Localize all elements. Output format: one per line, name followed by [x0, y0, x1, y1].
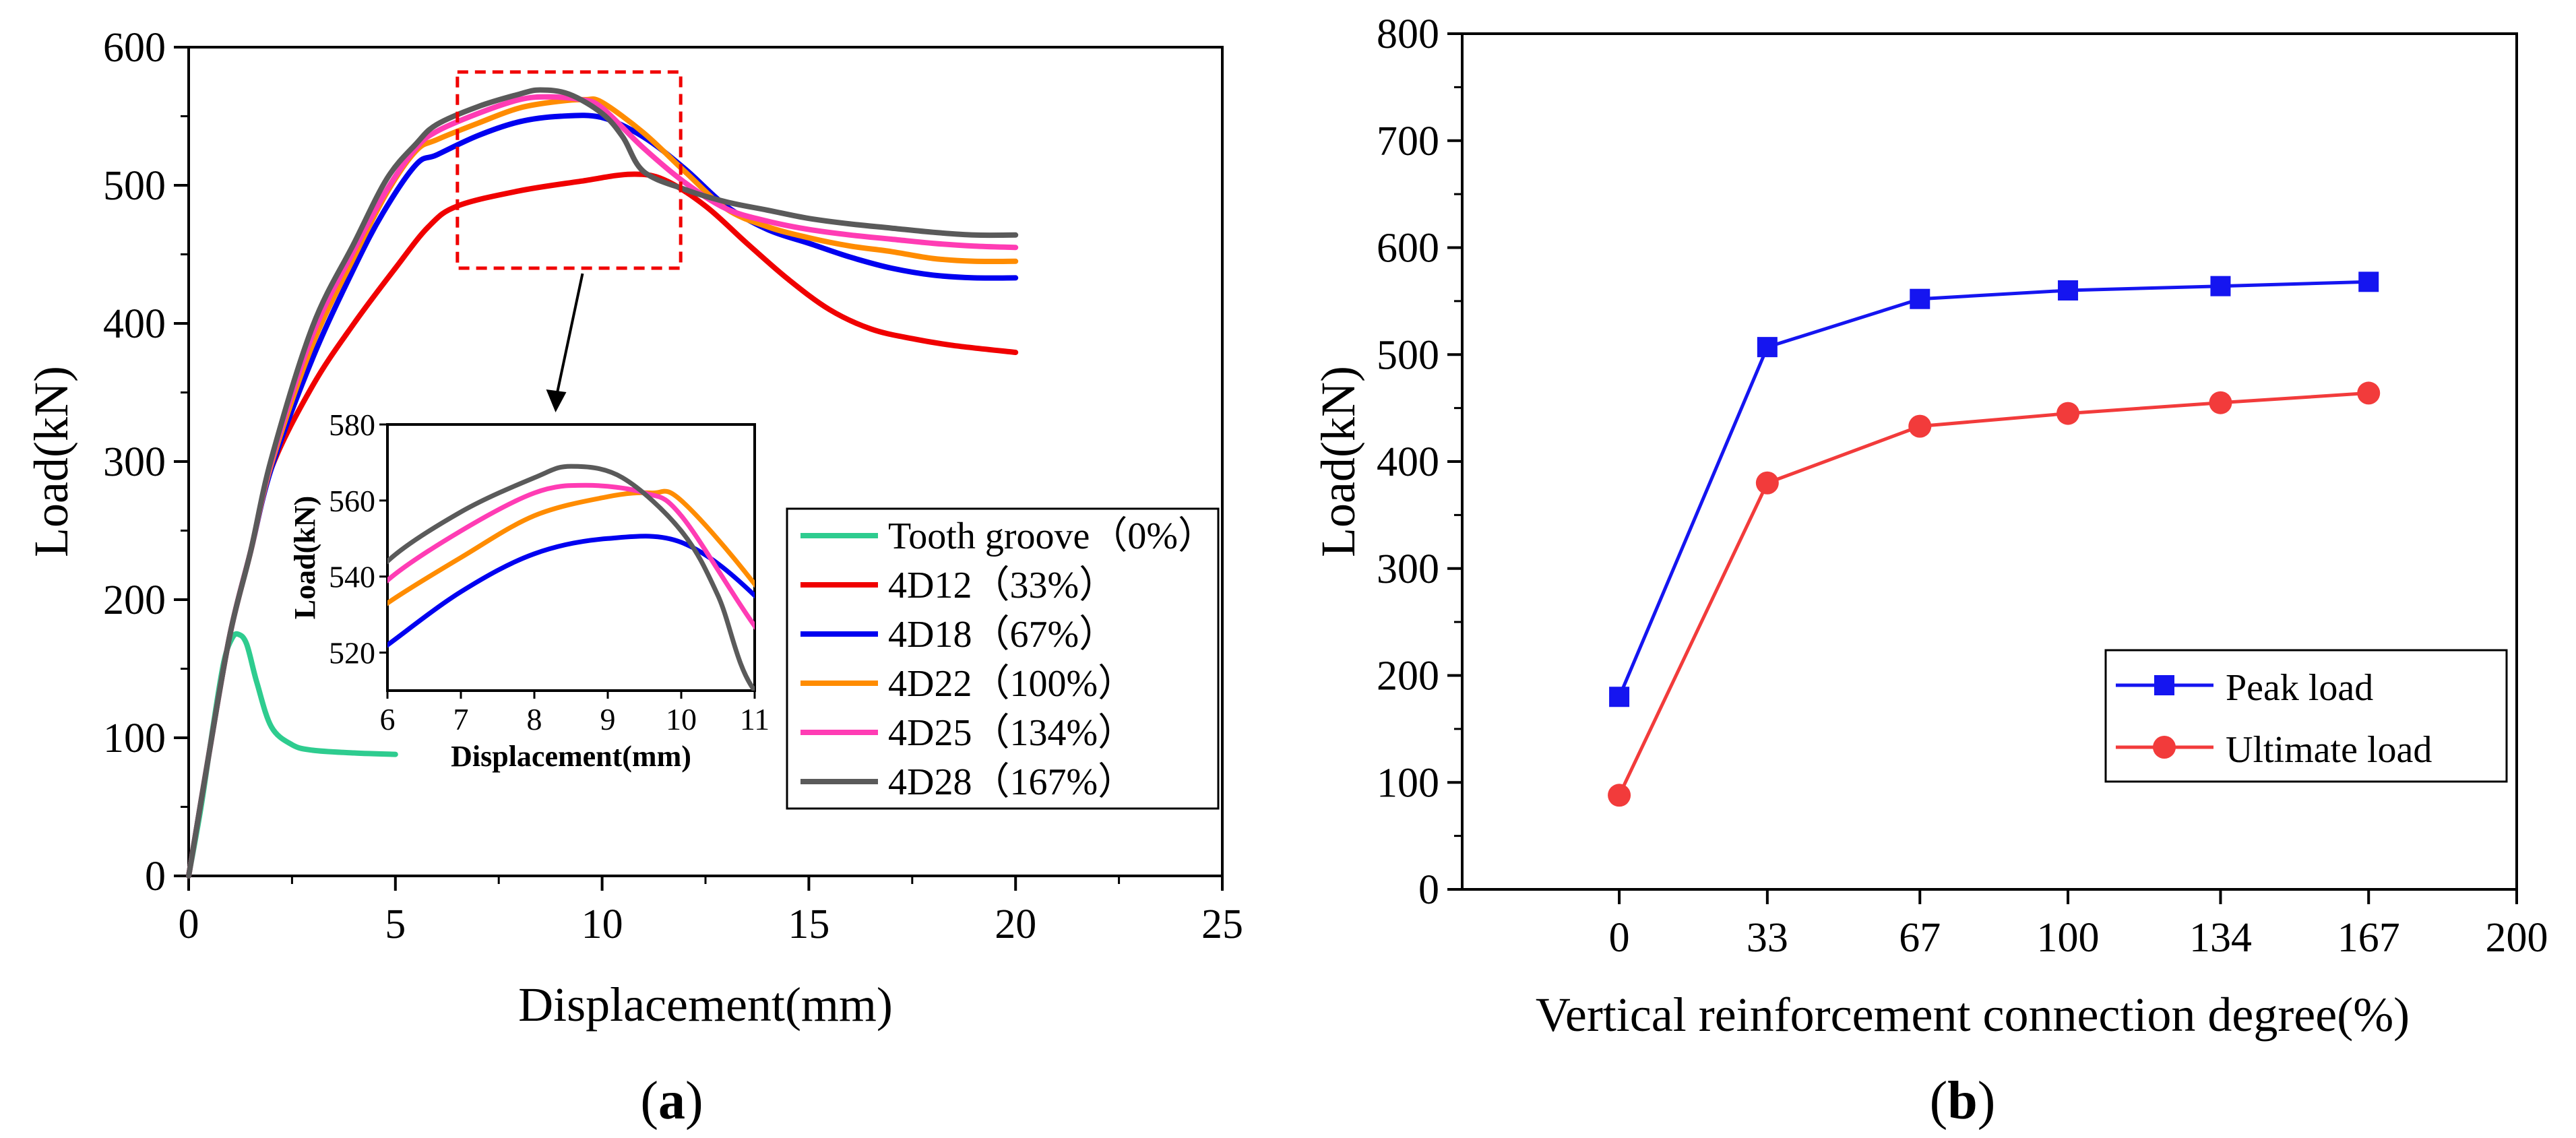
- inset-y-tick-label: 560: [329, 484, 375, 518]
- x-axis-title-a: Displacement(mm): [518, 978, 893, 1032]
- inset-frame: [386, 423, 756, 692]
- x-tick-label-b: 167: [2337, 915, 2400, 961]
- inset-series-line-3: [387, 488, 755, 606]
- x-tick-label-b: 0: [1609, 915, 1630, 961]
- peak-load-marker: [1609, 687, 1630, 707]
- legend-box-b: [2104, 649, 2508, 783]
- panel-label-b-close: ): [1978, 1071, 1996, 1131]
- ultimate-load-marker: [2056, 402, 2080, 425]
- chart-b: 0 33 67 100 134 167 200 0 100 200 300 400 500 600 700 8…: [1311, 11, 2548, 1131]
- ultimate-load-marker: [1908, 414, 1932, 438]
- inset-series-line-4: [387, 482, 755, 631]
- y-tick-label-b: 600: [1377, 226, 1439, 272]
- x-axis-title-b: Vertical reinforcement connection degree…: [1536, 988, 2410, 1042]
- peak-load-marker: [2058, 280, 2079, 301]
- inset-x-tick-label: 8: [527, 702, 542, 736]
- panel-label-a: (a): [640, 1071, 703, 1131]
- ultimate-load-marker: [1755, 471, 1779, 495]
- inset-x-tick-label: 7: [453, 702, 469, 736]
- inset-series-line-2: [387, 534, 755, 648]
- y-tick-label-b: 200: [1377, 654, 1439, 699]
- legend-label-a-5: 4D28（167%）: [888, 761, 1135, 803]
- y-tick-label-b: 500: [1377, 332, 1439, 378]
- inset-plot-area: [387, 464, 755, 691]
- panel-label-b-open: (: [1930, 1071, 1948, 1131]
- panel-label-b-letter: b: [1947, 1071, 1978, 1131]
- legend-label-a-2: 4D18（67%）: [888, 614, 1117, 656]
- inset-y-tick-label: 520: [329, 636, 375, 670]
- panel-label-a-letter: a: [658, 1071, 685, 1131]
- legend-box-a: [786, 507, 1220, 810]
- zoom-box-a: [455, 70, 683, 270]
- y-tick-label-a: 500: [103, 163, 166, 209]
- inset-y-tick-label: 580: [329, 408, 375, 442]
- peak-load-marker: [2358, 272, 2379, 292]
- y-tick-label-b: 0: [1418, 867, 1439, 913]
- panel-label-a-open: (: [640, 1071, 658, 1131]
- ultimate-load-marker: [1608, 784, 1631, 807]
- y-tick-label-a: 200: [103, 577, 166, 623]
- y-axis-title-a: Load(kN): [24, 366, 78, 557]
- x-tick-label-b: 200: [2486, 915, 2548, 961]
- x-tick-label-a: 5: [385, 902, 406, 947]
- y-tick-label-b: 800: [1377, 11, 1439, 57]
- x-tick-label-a: 20: [995, 902, 1036, 947]
- panel-label-b: (b): [1930, 1071, 1996, 1131]
- x-tick-label-a: 0: [179, 902, 199, 947]
- y-tick-label-a: 100: [103, 716, 166, 761]
- y-tick-label-a: 300: [103, 439, 166, 485]
- legend-label-a-0: Tooth groove（0%）: [888, 515, 1216, 557]
- panel-label-a-close: ): [685, 1071, 703, 1131]
- x-tick-label-b: 67: [1899, 915, 1941, 961]
- y-tick-label-b: 100: [1377, 760, 1439, 806]
- inset-series-line-5: [387, 464, 755, 691]
- inset-x-tick-label: 6: [380, 702, 396, 736]
- peak-load-marker: [2210, 276, 2231, 296]
- inset-y-tick-label: 540: [329, 560, 375, 594]
- inset-x-axis-title: Displacement(mm): [451, 740, 691, 773]
- y-tick-label-a: 600: [103, 25, 166, 71]
- series-line-b-1: [1617, 391, 2369, 796]
- inset-x-tick-label: 9: [600, 702, 616, 736]
- ultimate-load-marker: [2357, 381, 2381, 405]
- inset-x-tick-label: 10: [666, 702, 697, 736]
- x-tick-label-a: 25: [1201, 902, 1243, 947]
- y-tick-label-b: 400: [1377, 439, 1439, 485]
- series-line-a-5: [186, 87, 1019, 879]
- inset-x-tick-label: 11: [740, 702, 769, 736]
- y-axis-title-b: Load(kN): [1311, 366, 1365, 557]
- x-tick-label-b: 33: [1747, 915, 1788, 961]
- inset-y-axis-title: Load(kN): [288, 496, 321, 619]
- chart-a: 0 5 10 15 20 25 0 100 200 300 400 500 600 Displacemen…: [24, 25, 1243, 1131]
- legend-marker-b-1: [2153, 736, 2176, 759]
- y-tick-label-a: 400: [103, 301, 166, 347]
- peak-load-marker: [1910, 288, 1930, 309]
- zoom-arrow-shaft: [555, 273, 584, 395]
- y-tick-label-b: 700: [1377, 119, 1439, 164]
- legend-label-a-3: 4D22（100%）: [888, 663, 1135, 705]
- x-tick-label-a: 15: [788, 902, 829, 947]
- legend-label-b-0: Peak load: [2226, 667, 2373, 709]
- legend-label-a-4: 4D25（134%）: [888, 712, 1135, 754]
- legend-label-b-1: Ultimate load: [2226, 729, 2432, 771]
- series-line-b-0: [1617, 280, 2369, 698]
- x-tick-label-b: 100: [2037, 915, 2100, 961]
- y-tick-label-b: 300: [1377, 546, 1439, 592]
- x-tick-label-a: 10: [582, 902, 623, 947]
- ultimate-load-marker: [2209, 391, 2232, 414]
- legend-label-a-1: 4D12（33%）: [888, 565, 1117, 606]
- legend-marker-b-0: [2154, 675, 2174, 695]
- x-tick-label-b: 134: [2189, 915, 2252, 961]
- peak-load-marker: [1757, 337, 1778, 358]
- y-tick-label-a: 0: [145, 854, 166, 899]
- zoom-arrow-head: [546, 389, 567, 412]
